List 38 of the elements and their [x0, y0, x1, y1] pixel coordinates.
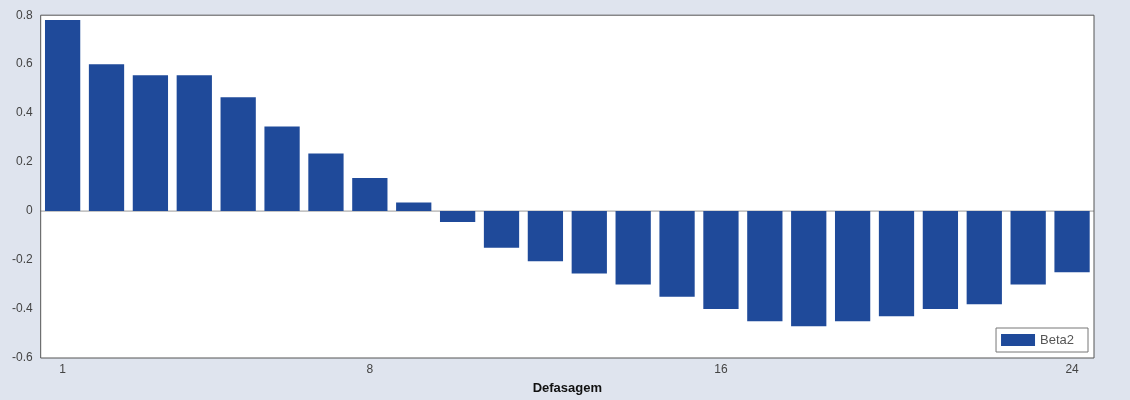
bar — [659, 211, 695, 297]
bar — [88, 64, 125, 212]
bar — [966, 211, 1002, 305]
bar — [396, 202, 432, 212]
bar — [132, 75, 169, 212]
bar — [527, 211, 564, 262]
bar — [1010, 211, 1046, 285]
bar — [791, 211, 827, 327]
bar — [1054, 211, 1090, 273]
bar — [264, 126, 300, 212]
bar — [44, 20, 81, 212]
bar — [483, 211, 520, 248]
bar — [220, 97, 256, 212]
bar — [176, 75, 212, 212]
bar — [571, 211, 607, 274]
bar — [922, 211, 959, 310]
bar — [703, 211, 739, 310]
bar — [878, 211, 915, 317]
bar — [308, 153, 344, 212]
y-tick-label: -0.6 — [11, 350, 33, 365]
y-tick-label: 0.2 — [15, 154, 33, 169]
x-tick-label: 1 — [59, 361, 67, 376]
y-tick-label: -0.2 — [11, 252, 33, 267]
y-tick-label: 0.6 — [15, 56, 33, 71]
bar — [747, 211, 783, 322]
x-tick-label: 16 — [714, 361, 728, 376]
x-tick-label: 24 — [1065, 361, 1080, 376]
x-axis-title: Defasagem — [532, 379, 603, 395]
legend-label: Beta2 — [1040, 331, 1075, 347]
y-tick-label: 0.8 — [15, 7, 33, 22]
y-tick-label: -0.4 — [11, 301, 33, 316]
bar — [352, 178, 388, 212]
y-tick-label: 0.4 — [15, 105, 33, 120]
bar — [439, 211, 476, 223]
x-tick-label: 8 — [366, 361, 374, 376]
bar — [834, 211, 871, 322]
bar — [615, 211, 651, 285]
y-tick-label: 0 — [25, 203, 33, 218]
